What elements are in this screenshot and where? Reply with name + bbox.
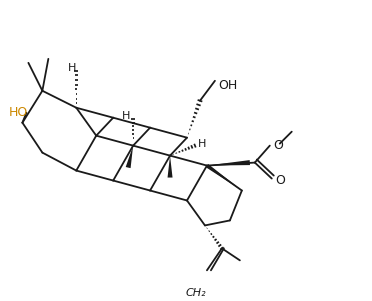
Polygon shape bbox=[206, 164, 242, 191]
Text: O: O bbox=[275, 174, 285, 187]
Text: CH₂: CH₂ bbox=[186, 288, 206, 298]
Text: HO: HO bbox=[9, 106, 28, 119]
Text: O: O bbox=[273, 139, 283, 152]
Polygon shape bbox=[207, 160, 250, 166]
Text: OH: OH bbox=[218, 79, 237, 92]
Polygon shape bbox=[126, 146, 133, 168]
Text: H: H bbox=[68, 63, 77, 73]
Polygon shape bbox=[167, 156, 173, 178]
Text: H: H bbox=[122, 111, 130, 121]
Text: H: H bbox=[198, 139, 206, 149]
